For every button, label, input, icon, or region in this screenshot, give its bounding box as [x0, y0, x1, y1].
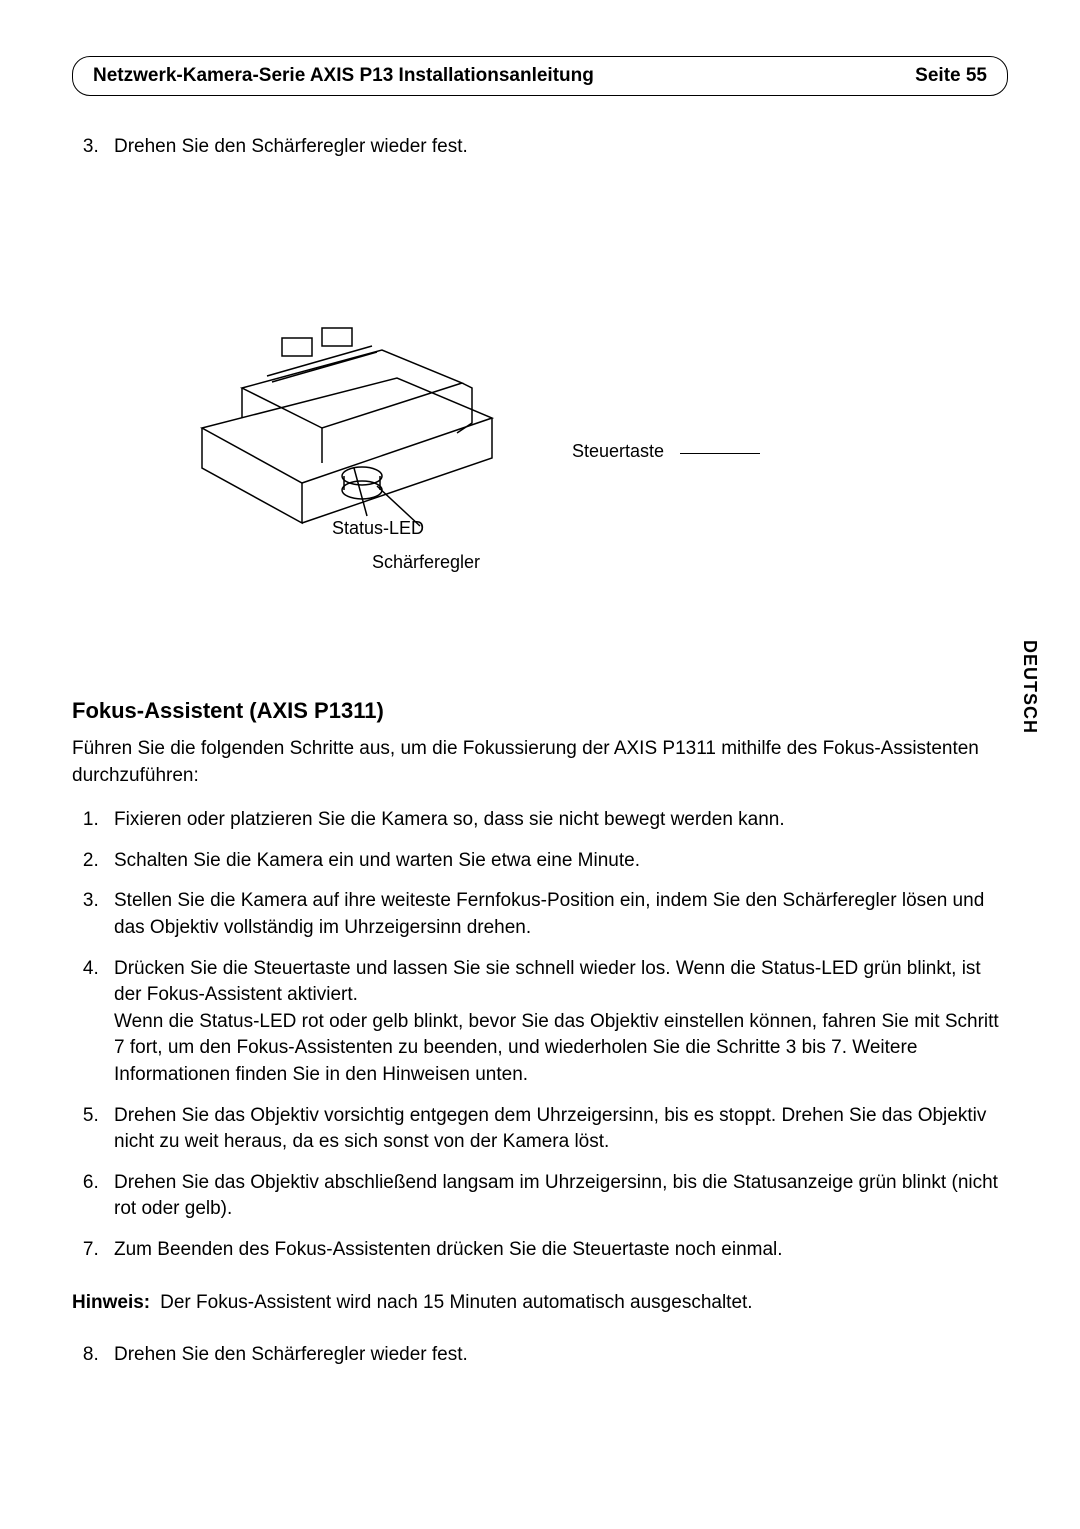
page-header: Netzwerk-Kamera-Serie AXIS P13 Installat…	[72, 56, 1008, 96]
list-item: Drücken Sie die Steuertaste und lassen S…	[104, 956, 1008, 1089]
list-item: Zum Beenden des Fokus-Assistenten drücke…	[104, 1237, 1008, 1264]
camera-illustration	[172, 268, 512, 528]
list-item: Drehen Sie das Objektiv vorsichtig entge…	[104, 1103, 1008, 1156]
header-page-number: Seite 55	[915, 65, 987, 87]
list-item: Drehen Sie den Schärferegler wieder fest…	[104, 136, 1008, 158]
language-side-tab: DEUTSCH	[1019, 640, 1040, 734]
figure-label-steuertaste: Steuertaste	[572, 441, 664, 462]
steps-list: Fixieren oder platzieren Sie die Kamera …	[104, 807, 1008, 1263]
figure-leader-line	[680, 453, 760, 454]
figure-label-scharferegler: Schärferegler	[372, 552, 480, 573]
top-ordered-list: Drehen Sie den Schärferegler wieder fest…	[104, 136, 1008, 158]
section-heading: Fokus-Assistent (AXIS P1311)	[72, 698, 1008, 724]
hinweis-label: Hinweis:	[72, 1292, 150, 1314]
figure-label-status-led: Status-LED	[332, 518, 424, 539]
list-item: Fixieren oder platzieren Sie die Kamera …	[104, 807, 1008, 834]
list-item: Schalten Sie die Kamera ein und warten S…	[104, 848, 1008, 875]
list-item: Drehen Sie das Objektiv abschließend lan…	[104, 1170, 1008, 1223]
steps-list-continued: Drehen Sie den Schärferegler wieder fest…	[104, 1342, 1008, 1369]
header-title: Netzwerk-Kamera-Serie AXIS P13 Installat…	[93, 65, 594, 87]
section-intro: Führen Sie die folgenden Schritte aus, u…	[72, 736, 1008, 789]
list-item: Drehen Sie den Schärferegler wieder fest…	[104, 1342, 1008, 1369]
hinweis-text: Der Fokus-Assistent wird nach 15 Minuten…	[160, 1292, 752, 1314]
list-item: Stellen Sie die Kamera auf ihre weiteste…	[104, 888, 1008, 941]
hinweis-note: Hinweis: Der Fokus-Assistent wird nach 1…	[72, 1292, 1008, 1314]
camera-figure: Status-LED Schärferegler Steuertaste	[72, 178, 1008, 618]
